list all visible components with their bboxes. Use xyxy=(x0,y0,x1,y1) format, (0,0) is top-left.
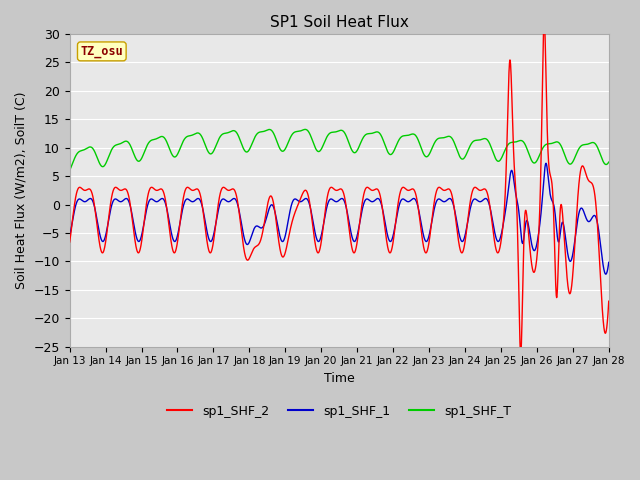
Title: SP1 Soil Heat Flux: SP1 Soil Heat Flux xyxy=(270,15,408,30)
X-axis label: Time: Time xyxy=(324,372,355,385)
Y-axis label: Soil Heat Flux (W/m2), SoilT (C): Soil Heat Flux (W/m2), SoilT (C) xyxy=(15,92,28,289)
Legend: sp1_SHF_2, sp1_SHF_1, sp1_SHF_T: sp1_SHF_2, sp1_SHF_1, sp1_SHF_T xyxy=(163,400,516,423)
Text: TZ_osu: TZ_osu xyxy=(81,45,123,58)
